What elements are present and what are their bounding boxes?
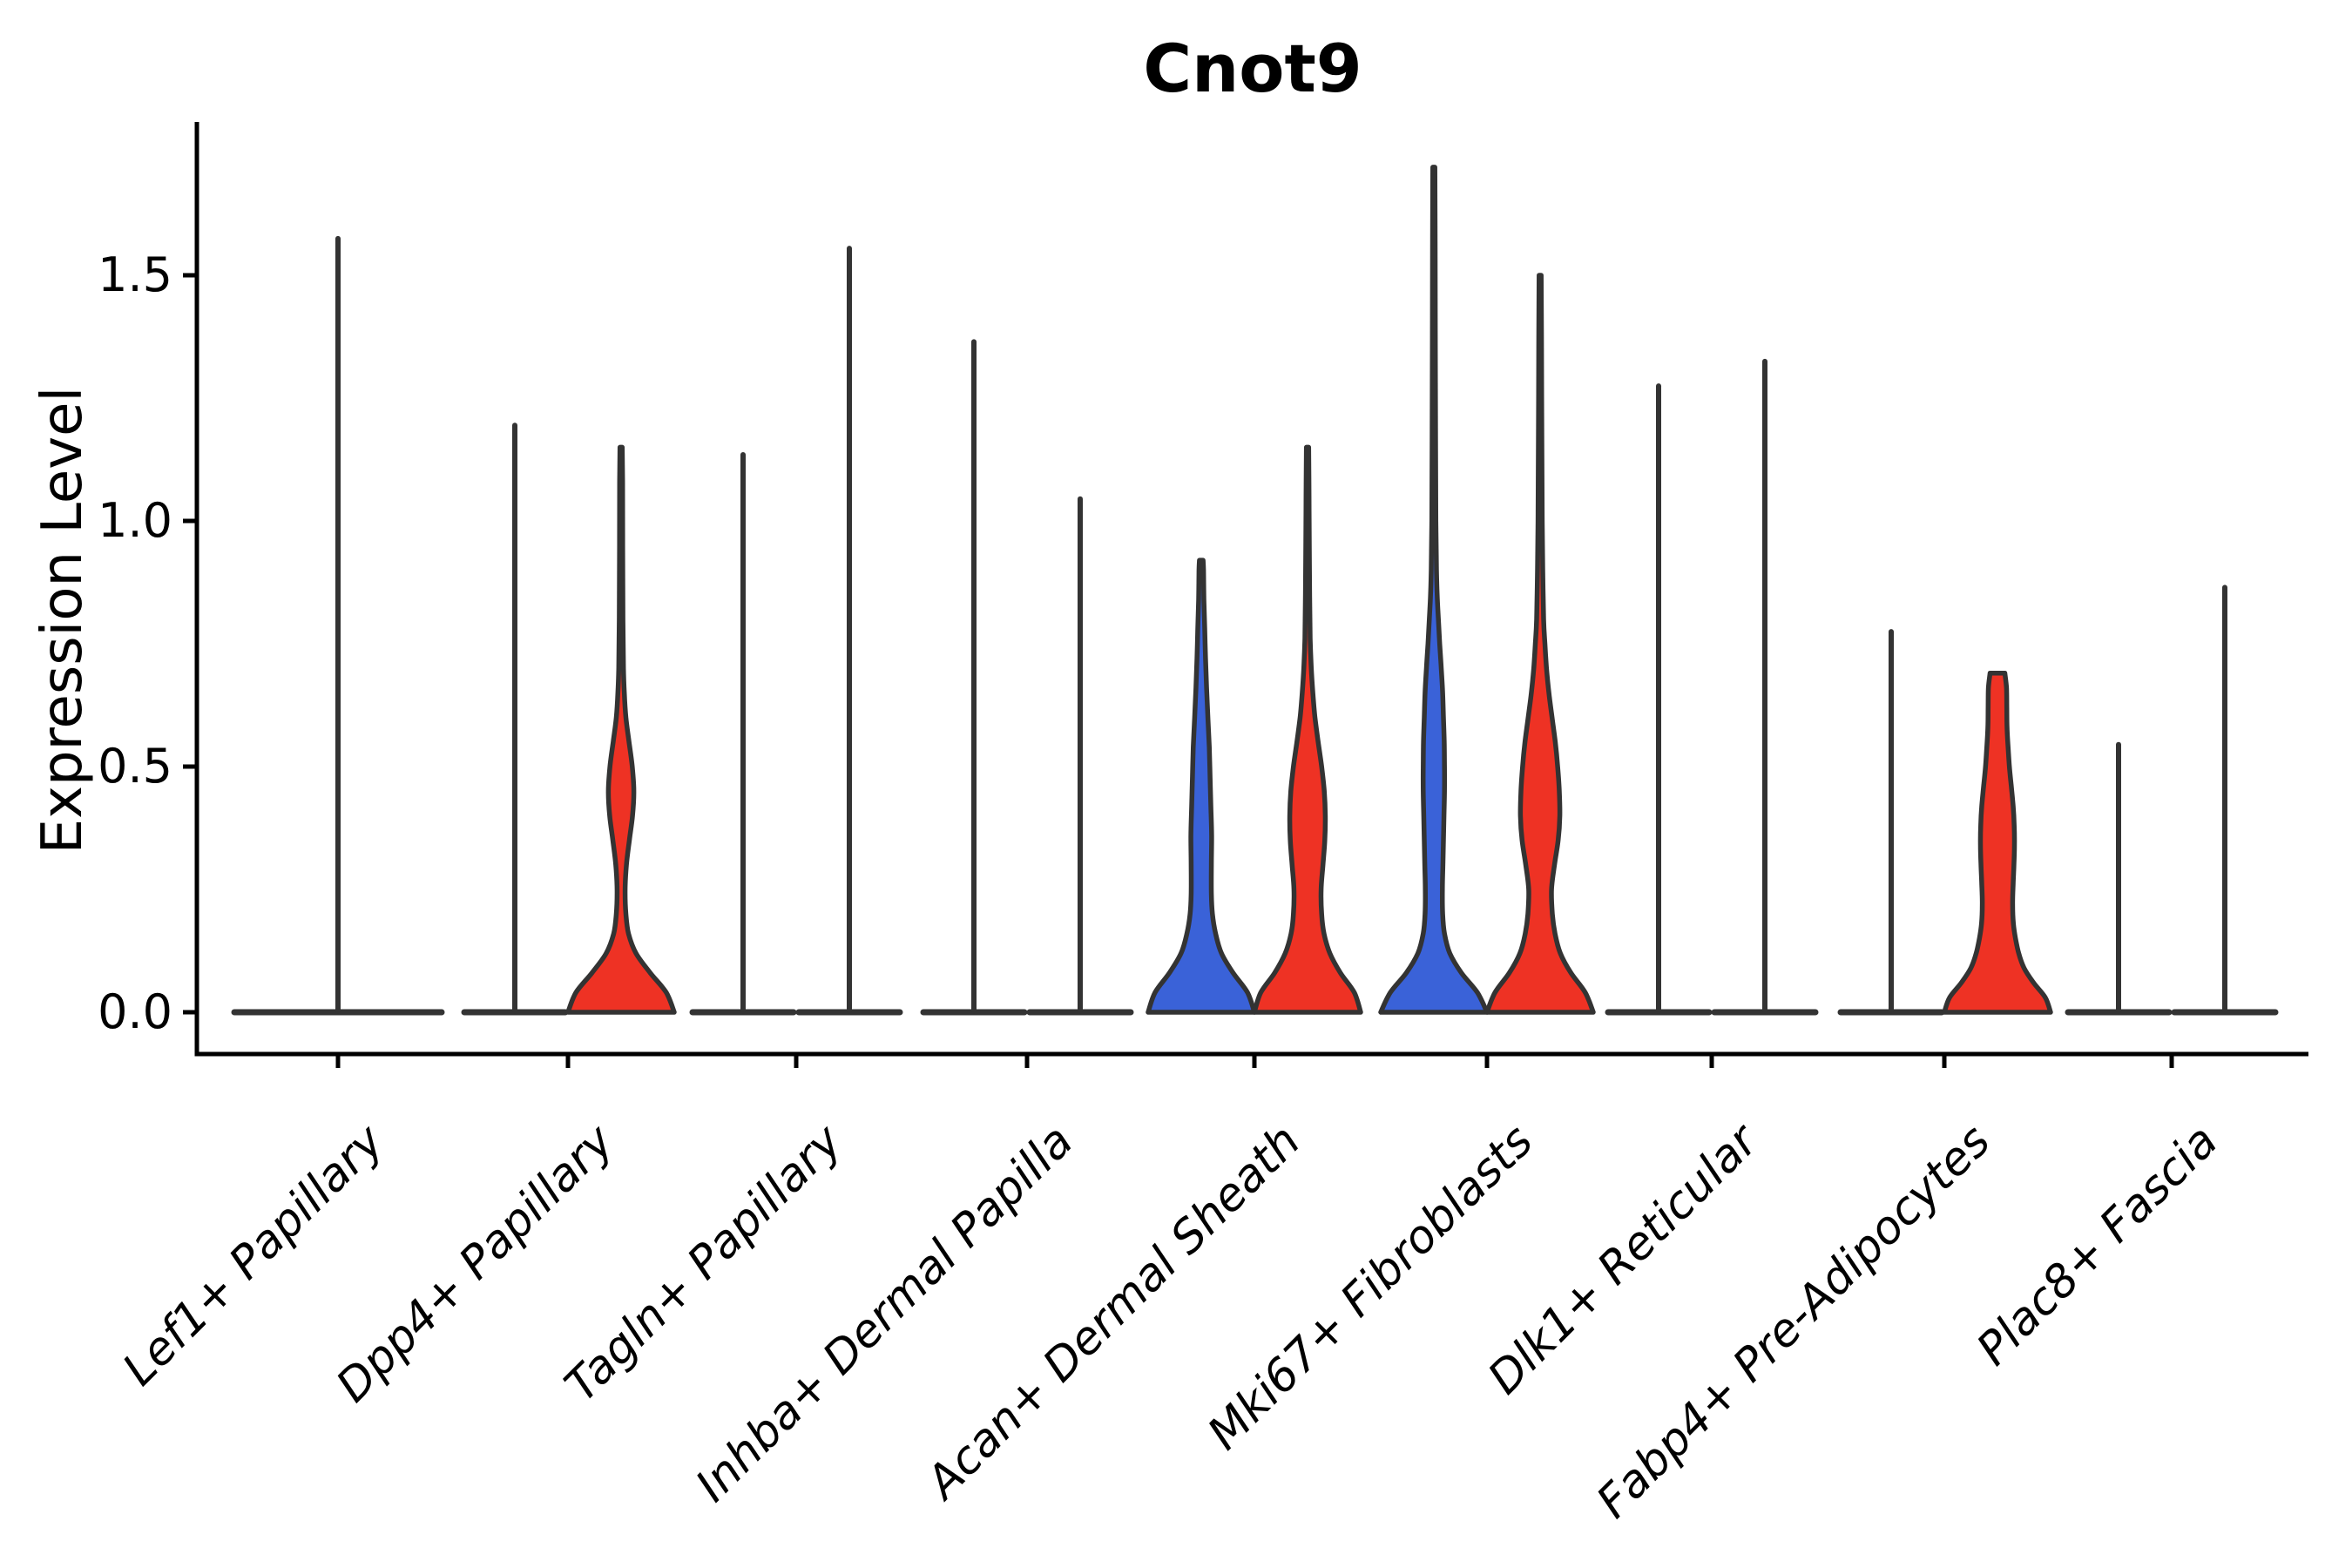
violin-fabp4-pre-adipocytes-right: [1942, 671, 2053, 1015]
violin-dpp4-papillary-right: [565, 444, 677, 1015]
violin-acan-dermal-sheath-right: [1252, 444, 1363, 1015]
violin-mki67-fibroblasts-left: [1378, 165, 1490, 1015]
y-tick-label: 0.0: [98, 984, 172, 1039]
y-tick-label: 1.5: [98, 247, 172, 302]
chart-title: Cnot9: [1143, 30, 1362, 107]
y-tick-label: 0.5: [98, 739, 172, 794]
y-tick-label: 1.0: [98, 493, 172, 548]
y-axis-label: Expression Level: [30, 386, 95, 855]
violin-acan-dermal-sheath-left: [1146, 558, 1257, 1015]
violin-mki67-fibroblasts-right: [1484, 273, 1596, 1015]
